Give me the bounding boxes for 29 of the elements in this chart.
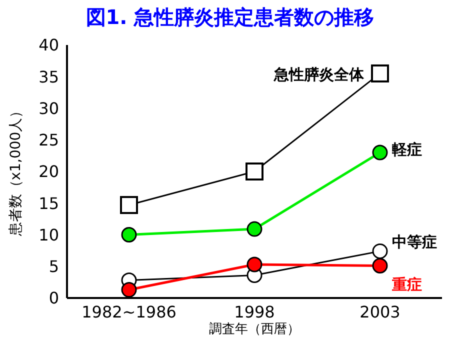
series-label: 急性膵炎全体: [273, 65, 365, 84]
chart-title: 図1. 急性膵炎推定患者数の推移: [84, 4, 376, 31]
x-tick-label: 1982~1986: [82, 302, 176, 322]
point: [120, 196, 138, 214]
point: [246, 221, 262, 237]
series-label: 重症: [391, 276, 422, 294]
point: [372, 258, 388, 274]
y-tick-label: 5: [48, 257, 59, 276]
y-tick-label: 40: [38, 36, 59, 55]
point: [121, 282, 137, 298]
series-label: 中等症: [392, 233, 437, 252]
point: [371, 64, 389, 82]
y-axis-title: 患者数（x1,000人）: [8, 104, 24, 238]
x-tick-label: 1998: [234, 302, 275, 322]
y-tick-label: 25: [38, 130, 59, 150]
y-tick-label: 15: [38, 194, 59, 213]
y-tick-label: 35: [38, 67, 59, 86]
y-tick-label: 30: [38, 98, 59, 118]
point: [246, 256, 262, 272]
y-tick-label: 0: [48, 288, 59, 308]
x-tick-label: 2003: [360, 302, 400, 322]
y-tick-label: 10: [38, 225, 59, 244]
point: [372, 144, 388, 160]
series-label: 軽症: [391, 140, 422, 159]
y-tick-label: 20: [38, 162, 59, 182]
point: [121, 227, 137, 242]
x-axis-title: 調査年（西暦）: [208, 321, 301, 338]
point: [372, 243, 388, 259]
point: [246, 162, 264, 180]
